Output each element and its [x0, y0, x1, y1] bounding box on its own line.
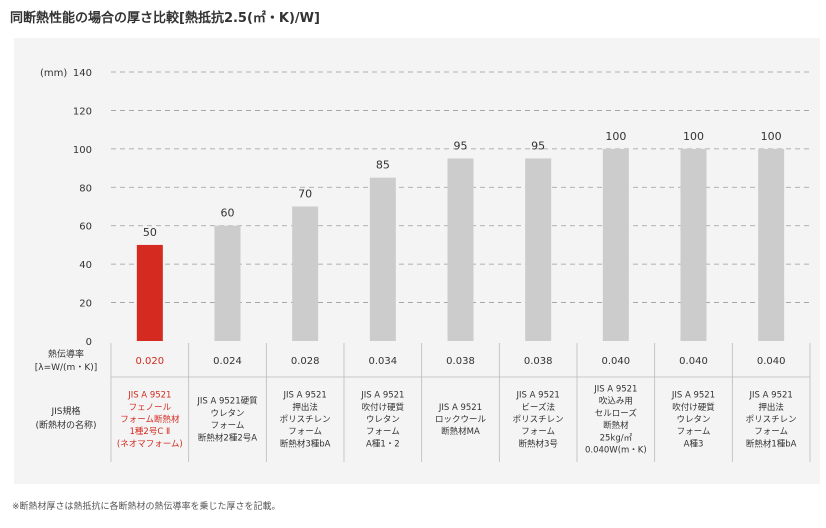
y-tick-label: 0 [86, 337, 92, 348]
conductivity-value: 0.038 [446, 356, 475, 367]
jis-name-line: ビーズ法 [521, 402, 555, 413]
bar-value-label: 60 [221, 207, 235, 220]
jis-name-line: JIS A 9521 [438, 403, 482, 413]
y-axis-label: (mm) [40, 68, 67, 79]
bar [680, 148, 707, 341]
jis-row-sublabel: (断熱材の名称) [35, 419, 96, 431]
jis-name-line: 25kg/㎡ [600, 433, 633, 443]
jis-name-line: (ネオマフォーム) [117, 439, 183, 449]
jis-name-line: A種1・2 [366, 438, 400, 449]
bar-value-label: 85 [376, 159, 390, 172]
y-tick-label: 60 [79, 222, 92, 233]
bar-chart: (mm) 0 20 40 60 80 100 120 140 熱伝導率 [λ=W/(m・K)] JIS… [35, 68, 811, 462]
jis-name-line: ポリスチレン [280, 415, 331, 425]
bar-value-label: 100 [683, 130, 704, 143]
conductivity-value: 0.038 [524, 356, 553, 367]
bar [292, 206, 319, 341]
jis-name-line: 吹込み用 [599, 396, 633, 407]
jis-name-line: ウレタン [210, 409, 244, 419]
jis-name-line: ポリスチレン [746, 415, 797, 425]
jis-name-line: フォーム [366, 427, 400, 437]
jis-name-line: ウレタン [676, 415, 710, 425]
jis-name-line: 断熱材1種bA [746, 438, 797, 449]
bar [369, 177, 396, 341]
jis-name-line: フォーム [211, 421, 245, 431]
conductivity-value: 0.024 [213, 356, 242, 367]
jis-name-line: 断熱材 [603, 420, 629, 431]
jis-name-line: 断熱材3号 [518, 438, 557, 449]
conductivity-value: 0.040 [602, 356, 631, 367]
conductivity-row-unit: [λ=W/(m・K)] [35, 363, 98, 373]
bar-value-label: 95 [454, 139, 468, 152]
y-tick-label: 100 [73, 145, 92, 156]
conductivity-value: 0.040 [757, 356, 786, 367]
y-tick-label: 40 [79, 260, 92, 271]
bar [758, 148, 785, 341]
jis-name-line: 断熱材3種bA [280, 438, 331, 449]
chart-title: 同断熱性能の場合の厚さ比較[熱抵抗2.5(㎡・K)/W] [10, 11, 320, 26]
conductivity-value: 0.040 [679, 356, 708, 367]
jis-name-line: ポリスチレン [513, 415, 564, 425]
jis-name-line: セルローズ [595, 408, 638, 419]
jis-name-line: A種3 [684, 438, 704, 449]
conductivity-value: 0.034 [369, 356, 398, 367]
y-tick-label: 140 [73, 68, 92, 79]
jis-name-line: JIS A 9521 [671, 391, 715, 401]
jis-name-line: JIS A 9521 [516, 391, 560, 401]
bar-value-label: 95 [531, 139, 545, 152]
jis-name-line: JIS A 9521硬質 [196, 396, 258, 407]
jis-name-line: 吹付け硬質 [672, 402, 715, 413]
bar [602, 148, 629, 341]
bar [447, 158, 474, 341]
bar-value-label: 70 [298, 188, 312, 201]
jis-name-line: フォーム断熱材 [120, 414, 180, 425]
jis-name-line: 1種2号C Ⅱ [130, 426, 171, 437]
jis-name-line: 0.040W(m・K) [585, 446, 647, 456]
jis-name-line: フェノール [129, 403, 172, 413]
jis-name-line: フォーム [288, 427, 322, 437]
jis-name-line: JIS A 9521 [127, 391, 171, 401]
jis-name-line: 押出法 [758, 402, 784, 413]
y-tick-label: 80 [79, 183, 92, 194]
jis-name-line: 断熱材MA [441, 426, 480, 437]
jis-name-line: ロックウール [435, 415, 487, 425]
conductivity-row-label: 熱伝導率 [48, 348, 84, 360]
bar-value-label: 50 [143, 226, 157, 239]
jis-name-line: JIS A 9521 [283, 391, 327, 401]
y-tick-label: 120 [73, 106, 92, 117]
bar [525, 158, 552, 341]
conductivity-value: 0.028 [291, 356, 320, 367]
bar [214, 225, 241, 341]
y-tick-label: 20 [79, 299, 92, 310]
jis-row-label: JIS規格 [50, 405, 80, 417]
bar [136, 244, 163, 341]
conductivity-value: 0.020 [136, 356, 165, 367]
jis-name-line: JIS A 9521 [749, 391, 793, 401]
jis-name-line: JIS A 9521 [360, 391, 404, 401]
bar-value-label: 100 [761, 130, 782, 143]
jis-name-line: フォーム [521, 427, 555, 437]
bar-value-label: 100 [605, 130, 626, 143]
jis-name-line: 吹付け硬質 [362, 402, 405, 413]
jis-name-line: 断熱材2種2号A [198, 432, 257, 443]
jis-name-line: ウレタン [366, 415, 400, 425]
jis-name-line: JIS A 9521 [593, 385, 637, 395]
jis-name-line: フォーム [677, 427, 711, 437]
jis-name-line: フォーム [754, 427, 788, 437]
jis-name-line: 押出法 [292, 402, 318, 413]
footnote: ※断熱材厚さは熱抵抗に各断熱材の熱伝導率を乗じた厚さを記載。 [12, 502, 281, 512]
